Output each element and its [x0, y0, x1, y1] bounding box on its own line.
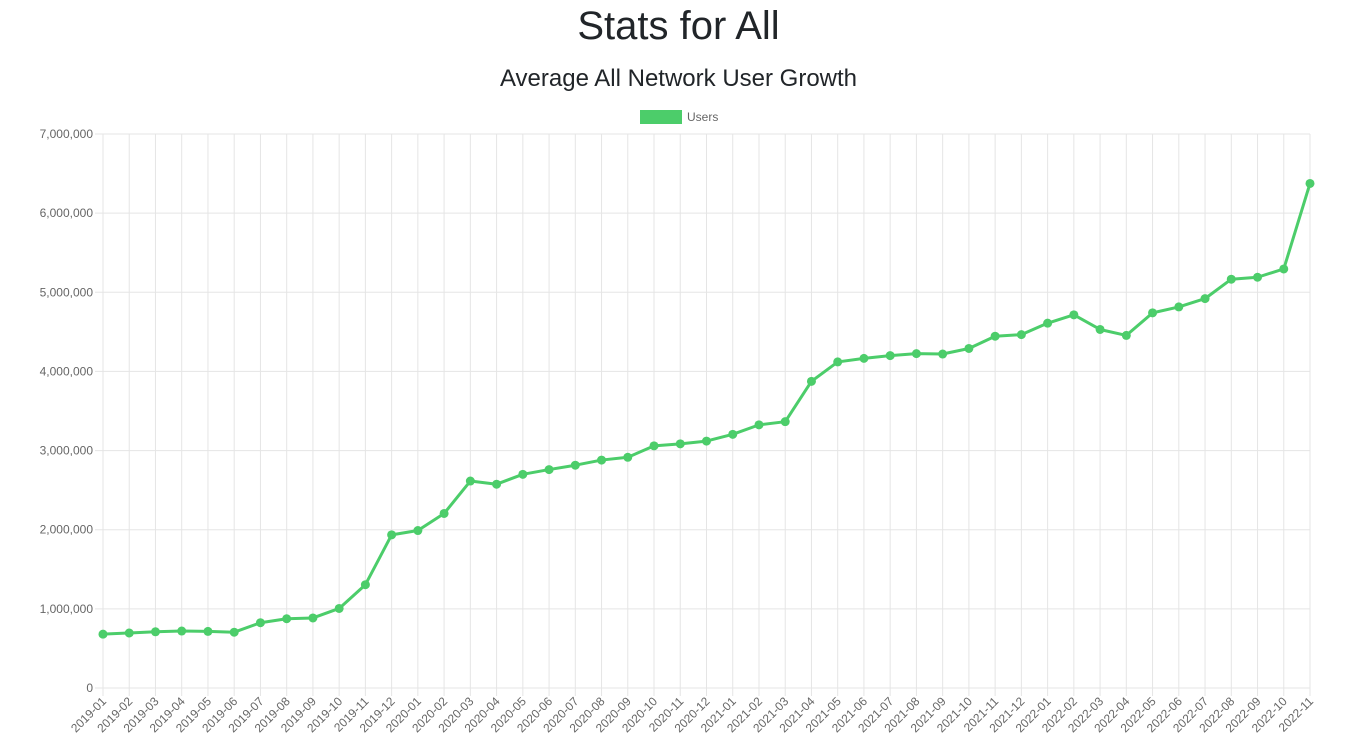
- data-point[interactable]: [1253, 272, 1263, 282]
- data-point[interactable]: [1226, 274, 1236, 284]
- data-point[interactable]: [203, 626, 213, 636]
- legend-swatch-users[interactable]: [640, 110, 682, 124]
- y-tick-label: 4,000,000: [40, 364, 94, 378]
- data-point[interactable]: [465, 476, 475, 486]
- chart-legend[interactable]: Users: [640, 110, 718, 124]
- series-users: [98, 178, 1315, 639]
- data-point[interactable]: [1121, 330, 1131, 340]
- data-point[interactable]: [1016, 330, 1026, 340]
- data-point[interactable]: [1200, 294, 1210, 304]
- data-point[interactable]: [885, 351, 895, 361]
- x-axis: 2019-012019-022019-032019-042019-052019-…: [68, 694, 1316, 735]
- data-point[interactable]: [229, 627, 239, 637]
- page-title: Stats for All: [577, 4, 780, 48]
- y-tick-label: 7,000,000: [40, 127, 94, 141]
- data-point[interactable]: [518, 469, 528, 479]
- chart-title: Average All Network User Growth: [499, 65, 858, 92]
- data-point[interactable]: [675, 439, 685, 449]
- data-point[interactable]: [990, 331, 1000, 341]
- y-tick-label: 6,000,000: [40, 206, 94, 220]
- y-tick-label: 2,000,000: [40, 523, 94, 537]
- data-point[interactable]: [544, 465, 554, 475]
- data-point[interactable]: [702, 436, 711, 446]
- data-point[interactable]: [597, 455, 607, 465]
- data-point[interactable]: [255, 618, 265, 628]
- data-point[interactable]: [387, 530, 397, 540]
- y-tick-label: 1,000,000: [40, 602, 94, 616]
- data-point[interactable]: [439, 508, 449, 518]
- data-point[interactable]: [911, 349, 921, 359]
- data-point[interactable]: [623, 452, 633, 462]
- data-point[interactable]: [492, 479, 502, 489]
- data-point[interactable]: [1305, 178, 1315, 188]
- data-point[interactable]: [282, 614, 292, 624]
- data-point[interactable]: [833, 357, 843, 367]
- data-point[interactable]: [570, 460, 580, 470]
- data-point[interactable]: [98, 629, 108, 639]
- y-tick-label: 0: [86, 681, 93, 695]
- data-point[interactable]: [754, 420, 764, 430]
- data-point[interactable]: [334, 603, 344, 613]
- data-point[interactable]: [1174, 302, 1184, 312]
- legend-label-users[interactable]: Users: [687, 110, 718, 124]
- y-tick-label: 3,000,000: [40, 444, 94, 458]
- data-point[interactable]: [124, 628, 134, 638]
- data-point[interactable]: [1148, 308, 1158, 318]
- chart-grid: [95, 133, 1311, 696]
- data-point[interactable]: [780, 417, 790, 427]
- data-point[interactable]: [728, 429, 738, 439]
- data-point[interactable]: [1279, 264, 1289, 274]
- data-point[interactable]: [1095, 324, 1105, 334]
- data-point[interactable]: [1043, 318, 1053, 328]
- data-point[interactable]: [1069, 310, 1079, 320]
- data-point[interactable]: [806, 376, 816, 386]
- data-point[interactable]: [859, 353, 869, 363]
- data-point[interactable]: [360, 580, 370, 590]
- data-point[interactable]: [649, 441, 659, 451]
- data-point[interactable]: [308, 613, 318, 623]
- data-point[interactable]: [938, 349, 948, 359]
- data-point[interactable]: [150, 627, 160, 637]
- data-point[interactable]: [413, 526, 423, 536]
- y-axis: 0 1,000,000 2,000,000 3,000,000 4,000,000 5,0…: [40, 127, 94, 695]
- data-point[interactable]: [177, 626, 187, 636]
- y-tick-label: 5,000,000: [40, 285, 94, 299]
- data-point[interactable]: [964, 343, 974, 353]
